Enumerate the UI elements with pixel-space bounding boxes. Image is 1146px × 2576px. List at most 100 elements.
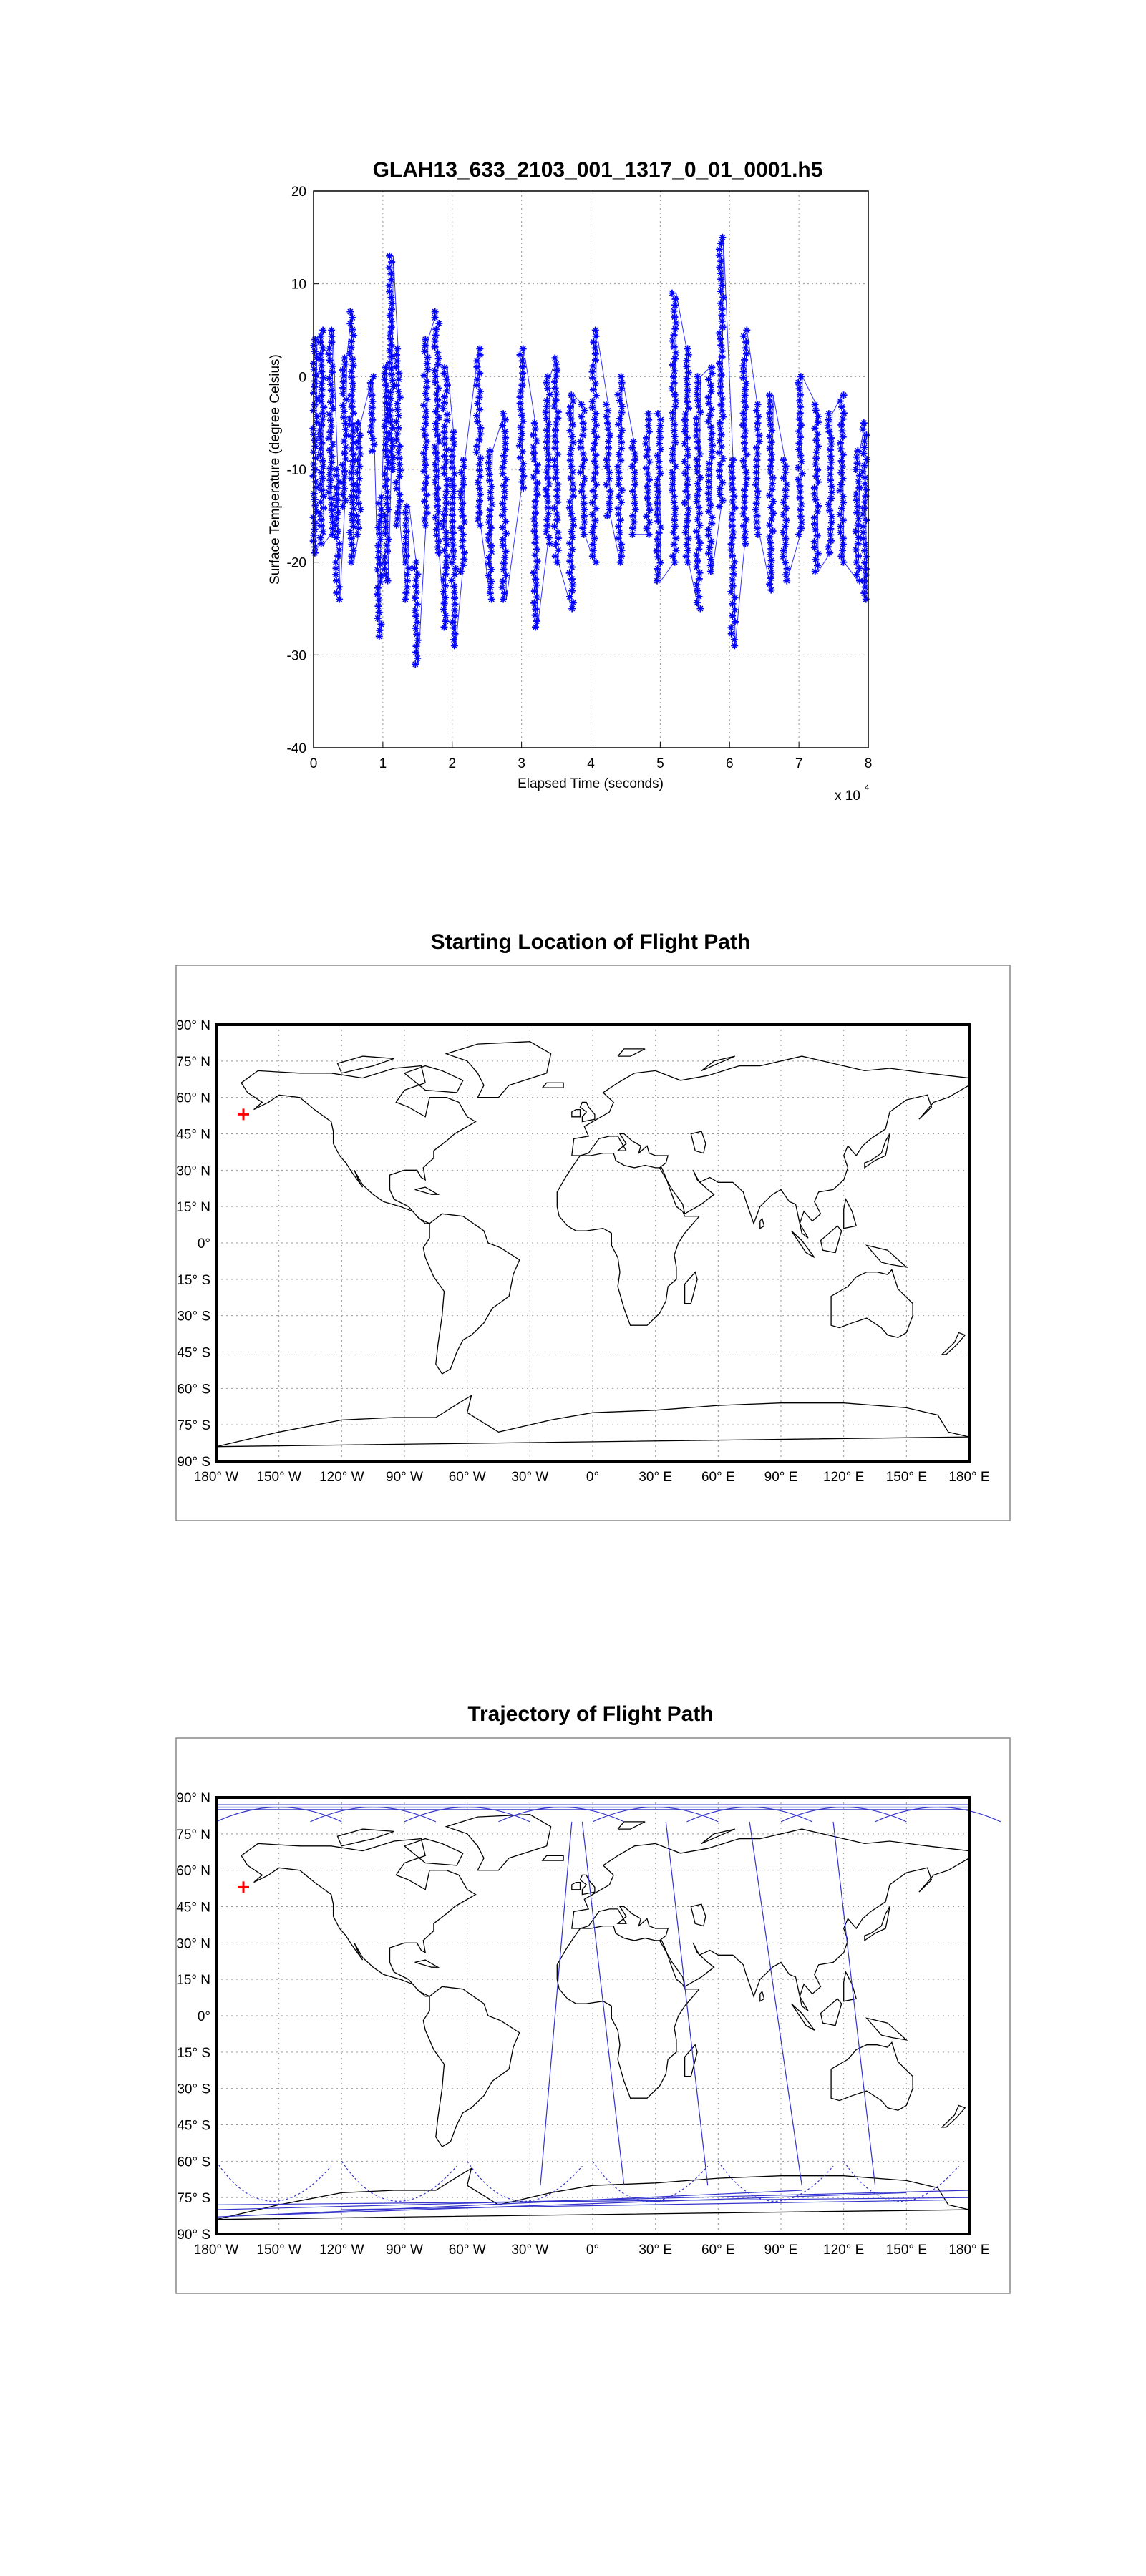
data-marker bbox=[431, 443, 439, 451]
latitude-label: 60° S bbox=[177, 1382, 210, 1397]
data-marker bbox=[859, 510, 867, 518]
data-marker bbox=[670, 421, 678, 429]
data-marker bbox=[684, 547, 691, 555]
data-marker bbox=[693, 426, 701, 434]
longitude-label: 120° E bbox=[823, 1470, 864, 1485]
data-marker bbox=[729, 534, 737, 542]
data-marker bbox=[475, 509, 483, 517]
data-marker bbox=[387, 317, 395, 325]
data-marker bbox=[435, 320, 443, 328]
data-marker bbox=[645, 428, 653, 436]
data-marker bbox=[796, 482, 804, 489]
longitude-label: 90° E bbox=[764, 2243, 798, 2258]
data-marker bbox=[863, 486, 870, 494]
data-marker bbox=[696, 540, 704, 547]
data-marker bbox=[767, 551, 774, 559]
data-marker bbox=[389, 454, 397, 462]
trajectory-arc bbox=[467, 2160, 583, 2202]
latitude-label: 30° N bbox=[176, 1936, 210, 1951]
data-marker bbox=[382, 482, 389, 490]
data-marker bbox=[668, 385, 676, 393]
data-marker bbox=[542, 486, 550, 494]
data-marker bbox=[854, 502, 862, 510]
data-marker bbox=[388, 459, 396, 467]
data-marker bbox=[316, 433, 324, 441]
data-marker bbox=[670, 331, 678, 339]
data-marker bbox=[546, 540, 554, 547]
data-marker bbox=[411, 595, 419, 602]
trajectory-pass bbox=[832, 1821, 876, 2186]
data-marker bbox=[814, 466, 822, 474]
data-marker bbox=[353, 512, 361, 519]
data-marker bbox=[434, 484, 442, 492]
data-marker bbox=[431, 337, 439, 345]
data-marker bbox=[798, 469, 806, 477]
data-marker bbox=[411, 606, 419, 614]
y-tick-label: 0 bbox=[298, 370, 306, 385]
longitude-labels: 180° W 150° W 120° W 90° W 60° W 30° W 0° 30° E… bbox=[194, 2243, 990, 2258]
data-marker bbox=[432, 449, 440, 457]
data-marker bbox=[476, 387, 484, 395]
coastline bbox=[556, 1152, 701, 1326]
data-marker bbox=[839, 451, 847, 459]
data-marker bbox=[450, 636, 458, 644]
data-marker bbox=[517, 387, 525, 395]
data-marker bbox=[605, 438, 613, 446]
data-marker bbox=[423, 491, 431, 499]
data-marker bbox=[375, 499, 383, 507]
data-marker bbox=[692, 527, 700, 535]
data-marker bbox=[388, 306, 396, 313]
data-marker bbox=[654, 535, 661, 543]
data-marker bbox=[348, 552, 356, 560]
data-marker bbox=[669, 457, 676, 464]
data-marker bbox=[766, 533, 774, 541]
data-marker bbox=[325, 410, 333, 418]
longitude-label: 60° W bbox=[449, 1470, 486, 1485]
map-frame bbox=[215, 1023, 971, 1463]
start-point-marker bbox=[237, 1108, 249, 1121]
data-marker bbox=[502, 547, 510, 555]
data-marker bbox=[859, 522, 867, 530]
data-marker bbox=[581, 406, 588, 414]
data-marker bbox=[604, 406, 612, 414]
data-marker bbox=[376, 560, 384, 567]
data-marker bbox=[728, 516, 736, 524]
data-marker bbox=[533, 593, 540, 601]
data-marker bbox=[348, 540, 356, 548]
y-axis-label: Surface Temperature (degree Celsius) bbox=[268, 354, 283, 585]
data-marker bbox=[708, 454, 716, 462]
data-marker bbox=[422, 462, 429, 469]
latitude-label: 15° N bbox=[176, 1200, 210, 1215]
data-marker bbox=[591, 535, 598, 542]
data-marker bbox=[728, 480, 736, 488]
data-marker bbox=[532, 575, 540, 583]
data-marker bbox=[654, 487, 662, 495]
data-marker bbox=[769, 474, 777, 482]
data-marker bbox=[566, 498, 574, 506]
data-marker bbox=[356, 431, 364, 439]
data-marker bbox=[487, 595, 495, 603]
data-marker bbox=[530, 443, 538, 451]
data-marker bbox=[766, 397, 774, 405]
data-marker bbox=[544, 450, 552, 458]
coastline bbox=[579, 1874, 596, 1896]
data-marker bbox=[476, 472, 484, 480]
data-marker bbox=[588, 511, 596, 519]
latitude-label: 30° S bbox=[177, 2082, 210, 2097]
data-marker bbox=[369, 434, 377, 442]
data-marker bbox=[616, 414, 624, 422]
data-marker bbox=[671, 325, 679, 333]
data-marker bbox=[440, 587, 447, 595]
data-marker bbox=[606, 487, 614, 495]
data-marker bbox=[618, 426, 626, 434]
y-tick-label: 20 bbox=[291, 185, 306, 200]
data-marker bbox=[349, 522, 357, 530]
data-marker bbox=[349, 457, 356, 464]
data-marker bbox=[565, 569, 573, 577]
data-marker bbox=[707, 424, 715, 431]
data-marker bbox=[519, 417, 527, 425]
data-marker bbox=[578, 481, 586, 489]
data-marker bbox=[739, 510, 747, 518]
data-marker bbox=[393, 381, 401, 389]
data-marker bbox=[516, 351, 524, 358]
